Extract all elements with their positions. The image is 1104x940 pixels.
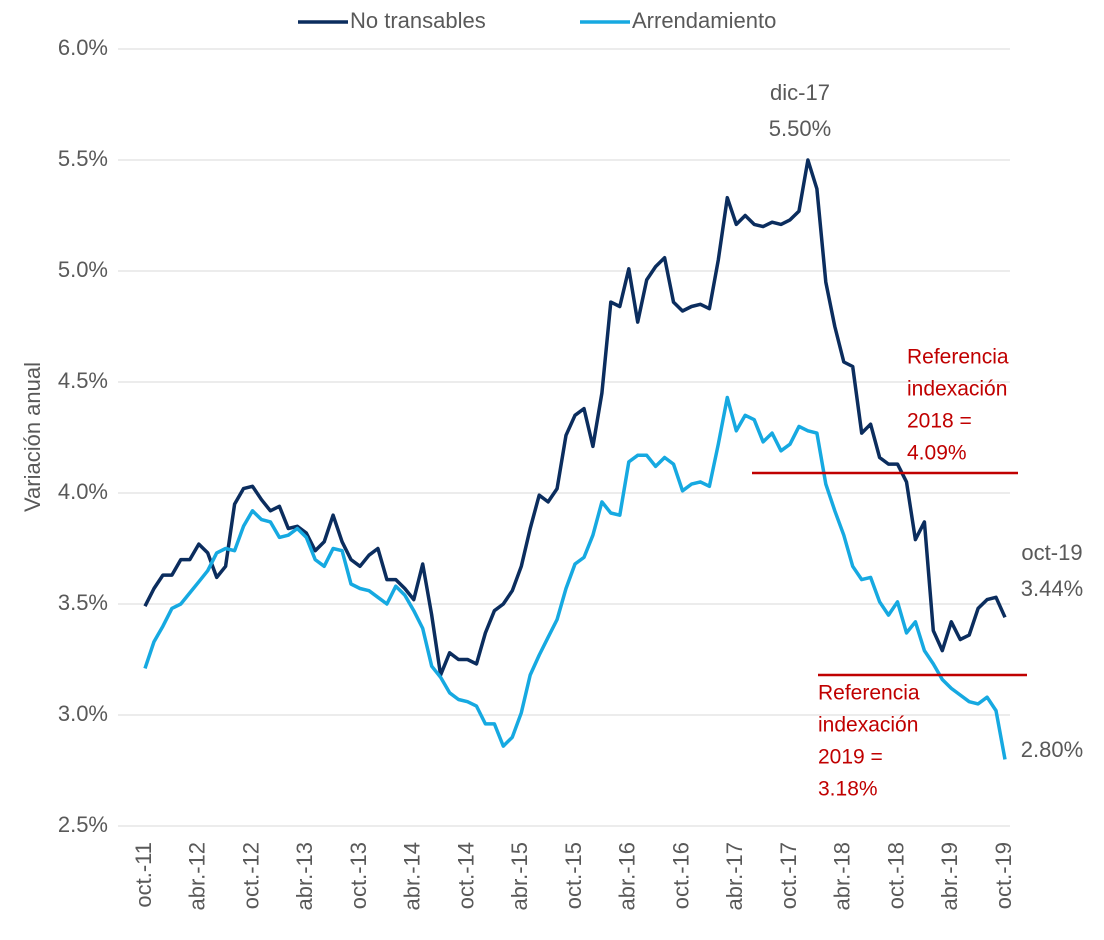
y-tick-label: 5.0% <box>58 257 108 282</box>
y-tick-label: 4.0% <box>58 479 108 504</box>
reference-label: 2019 = <box>818 746 883 769</box>
x-tick-label: oct.-15 <box>561 842 586 909</box>
reference-label: 3.18% <box>818 778 878 801</box>
annotation: 5.50% <box>769 116 831 141</box>
annotation: dic-17 <box>770 80 830 105</box>
x-tick-label: oct.-13 <box>346 842 371 909</box>
annotation: oct-19 <box>1021 540 1082 565</box>
x-tick-label: abr.-16 <box>615 842 640 911</box>
legend-label: Arrendamiento <box>632 8 776 33</box>
reference-label: Referencia <box>907 346 1009 369</box>
x-tick-label: oct.-14 <box>453 842 478 909</box>
annotation: 2.80% <box>1021 737 1083 762</box>
legend-label: No transables <box>350 8 486 33</box>
reference-label: indexación <box>818 714 918 737</box>
y-tick-label: 6.0% <box>58 35 108 60</box>
y-tick-label: 5.5% <box>58 146 108 171</box>
x-tick-label: abr.-19 <box>937 842 962 911</box>
reference-label: indexación <box>907 378 1007 401</box>
x-tick-label: abr.-18 <box>830 842 855 911</box>
x-tick-label: abr.-12 <box>185 842 210 911</box>
series-line <box>143 158 1007 677</box>
x-tick-label: oct.-12 <box>238 842 263 909</box>
x-tick-label: abr.-13 <box>292 842 317 911</box>
x-tick-label: oct.-11 <box>131 842 156 908</box>
x-tick-label: oct.-18 <box>883 842 908 909</box>
x-tick-label: oct.-19 <box>991 842 1016 909</box>
series-line <box>143 395 1007 760</box>
y-tick-label: 3.0% <box>58 701 108 726</box>
reference-label: 2018 = <box>907 410 972 433</box>
x-tick-label: abr.-15 <box>507 842 532 911</box>
annotation: 3.44% <box>1021 576 1083 601</box>
x-tick-label: abr.-17 <box>722 842 747 911</box>
reference-label: Referencia <box>818 682 920 705</box>
y-axis-label: Variación anual <box>20 362 45 512</box>
y-tick-label: 4.5% <box>58 368 108 393</box>
x-tick-label: oct.-17 <box>776 842 801 909</box>
x-tick-label: abr.-14 <box>400 842 425 911</box>
y-tick-label: 2.5% <box>58 812 108 837</box>
reference-label: 4.09% <box>907 442 967 465</box>
x-tick-label: oct.-16 <box>668 842 693 909</box>
y-tick-label: 3.5% <box>58 590 108 615</box>
